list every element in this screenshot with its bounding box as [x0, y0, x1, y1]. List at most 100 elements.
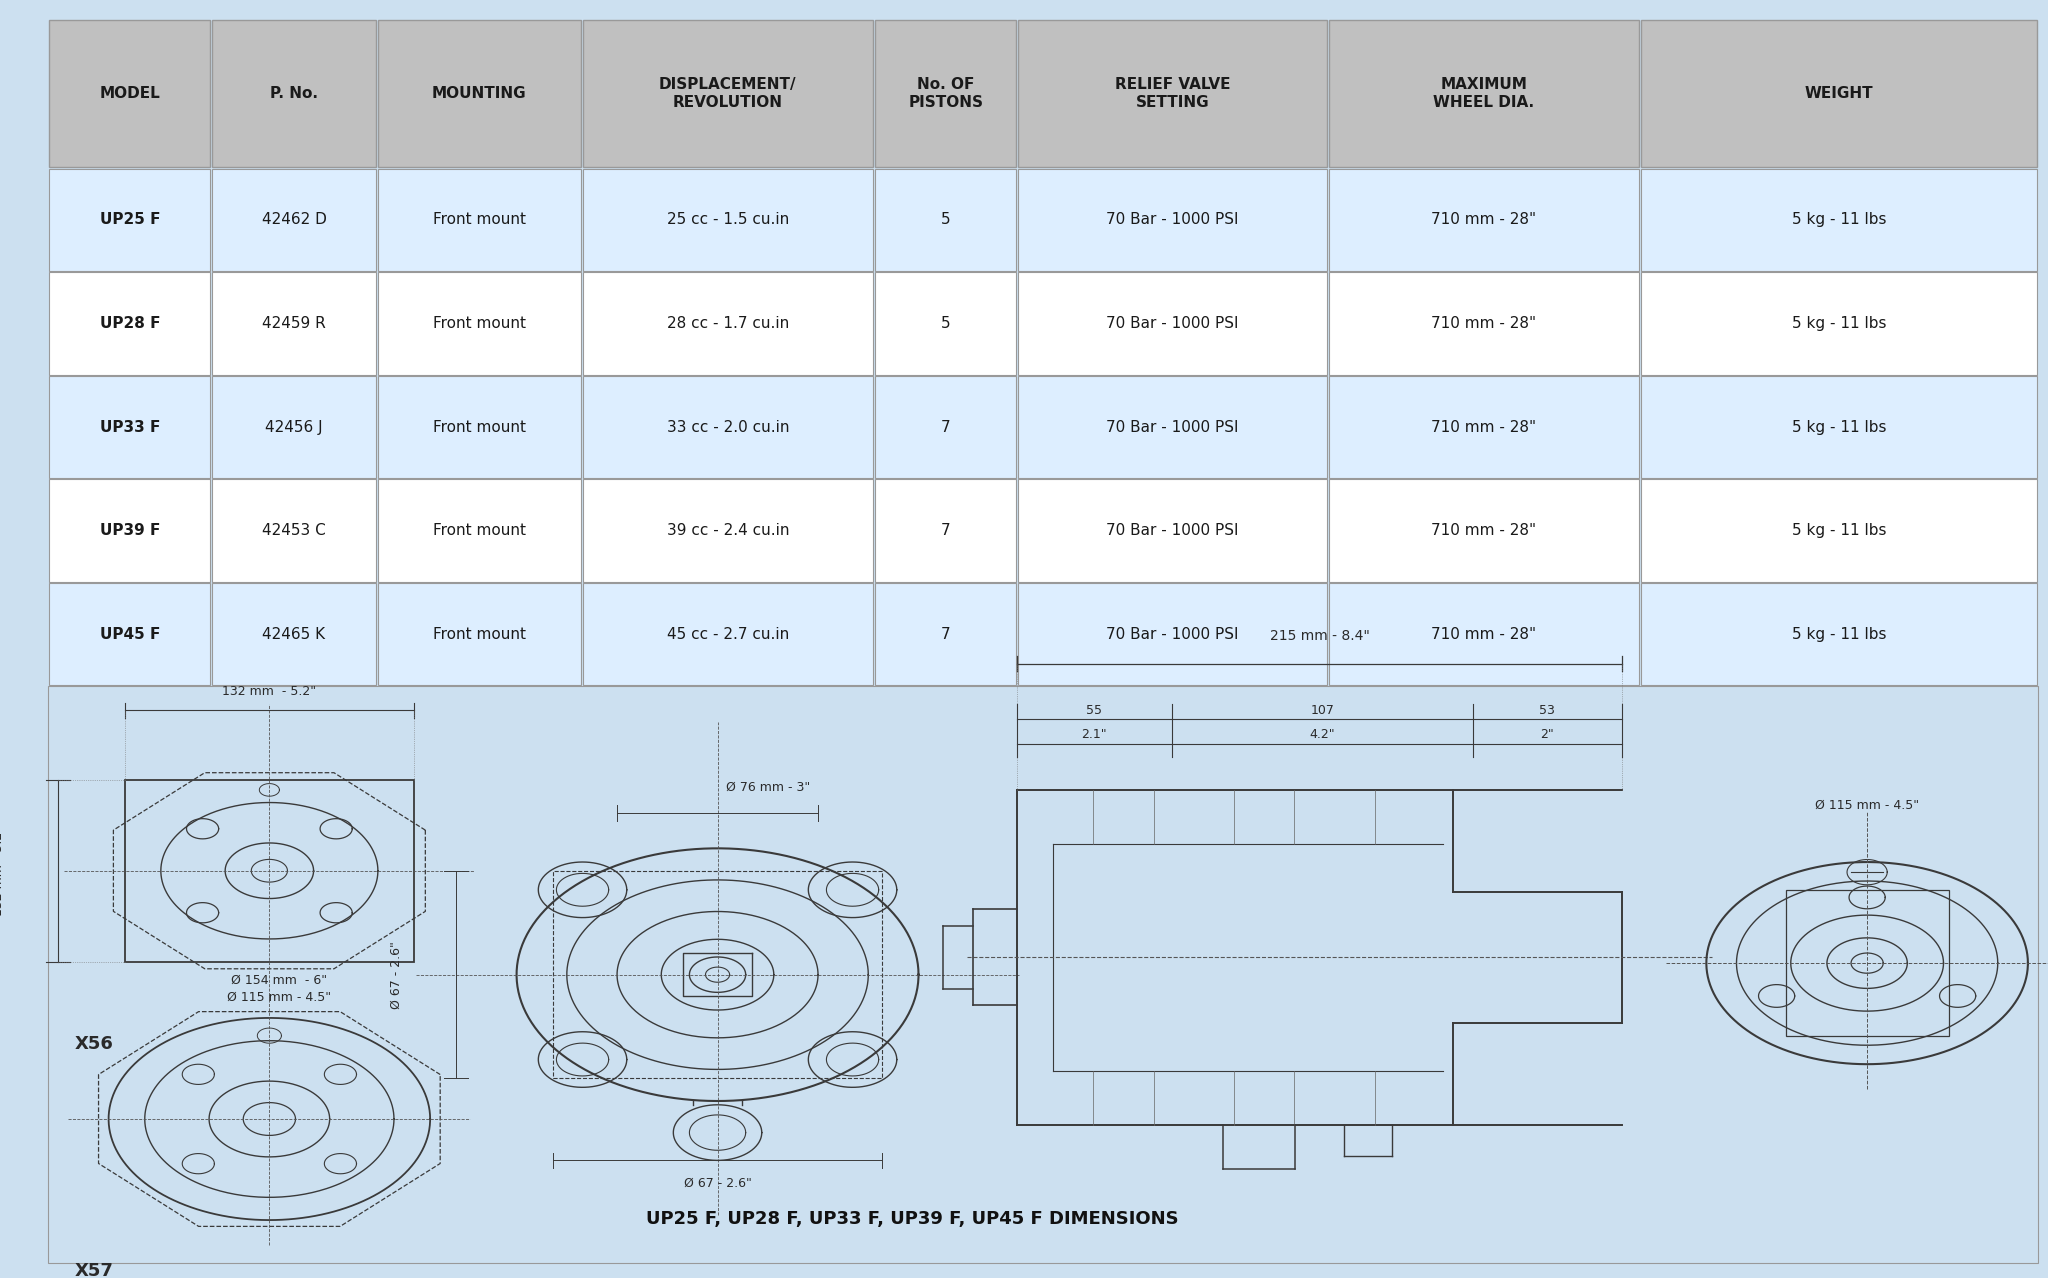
- Bar: [1329, 169, 1638, 271]
- Bar: [1018, 19, 1327, 167]
- Bar: [377, 169, 580, 271]
- Text: MOUNTING: MOUNTING: [432, 86, 526, 101]
- Bar: [49, 19, 211, 167]
- Bar: [1640, 19, 2038, 167]
- Text: 70 Bar - 1000 PSI: 70 Bar - 1000 PSI: [1106, 419, 1239, 435]
- Text: 7: 7: [940, 419, 950, 435]
- Bar: [1640, 479, 2038, 581]
- Text: 53: 53: [1540, 704, 1554, 717]
- Text: 215 mm - 8.4": 215 mm - 8.4": [1270, 629, 1370, 643]
- Text: Front mount: Front mount: [432, 316, 526, 331]
- Bar: [1018, 376, 1327, 478]
- Text: Ø 115 mm - 4.5": Ø 115 mm - 4.5": [227, 990, 332, 1003]
- Text: Front mount: Front mount: [432, 212, 526, 227]
- Bar: [582, 272, 872, 374]
- Bar: [213, 376, 375, 478]
- Text: Front mount: Front mount: [432, 419, 526, 435]
- Bar: [49, 686, 2038, 1264]
- Text: 5: 5: [940, 212, 950, 227]
- Bar: [213, 583, 375, 685]
- Bar: [377, 272, 580, 374]
- Bar: [1640, 169, 2038, 271]
- Text: Ø 67 - 2.6": Ø 67 - 2.6": [389, 941, 403, 1008]
- Text: UP28 F: UP28 F: [100, 316, 160, 331]
- Text: 5 kg - 11 lbs: 5 kg - 11 lbs: [1792, 523, 1886, 538]
- Text: RELIEF VALVE
SETTING: RELIEF VALVE SETTING: [1114, 77, 1231, 110]
- Bar: [874, 169, 1016, 271]
- Text: UP25 F: UP25 F: [100, 212, 160, 227]
- Text: 2": 2": [1540, 728, 1554, 741]
- Text: 39 cc - 2.4 cu.in: 39 cc - 2.4 cu.in: [666, 523, 788, 538]
- Bar: [213, 272, 375, 374]
- Bar: [874, 19, 1016, 167]
- Text: Ø 67 - 2.6": Ø 67 - 2.6": [684, 1177, 752, 1190]
- Bar: [1329, 479, 1638, 581]
- Text: 710 mm - 28": 710 mm - 28": [1432, 316, 1536, 331]
- Bar: [874, 376, 1016, 478]
- Text: 7: 7: [940, 626, 950, 642]
- Bar: [582, 169, 872, 271]
- Text: P. No.: P. No.: [270, 86, 317, 101]
- Bar: [1329, 583, 1638, 685]
- Bar: [213, 169, 375, 271]
- Text: X56: X56: [74, 1035, 113, 1053]
- Text: 5 kg - 11 lbs: 5 kg - 11 lbs: [1792, 419, 1886, 435]
- Text: UP45 F: UP45 F: [100, 626, 160, 642]
- Bar: [49, 479, 211, 581]
- Text: 70 Bar - 1000 PSI: 70 Bar - 1000 PSI: [1106, 316, 1239, 331]
- Text: 5 kg - 11 lbs: 5 kg - 11 lbs: [1792, 626, 1886, 642]
- Text: 5 kg - 11 lbs: 5 kg - 11 lbs: [1792, 316, 1886, 331]
- Bar: [1018, 479, 1327, 581]
- Text: UP39 F: UP39 F: [100, 523, 160, 538]
- Text: 70 Bar - 1000 PSI: 70 Bar - 1000 PSI: [1106, 523, 1239, 538]
- Text: 107: 107: [1311, 704, 1333, 717]
- Bar: [49, 376, 211, 478]
- Text: 710 mm - 28": 710 mm - 28": [1432, 212, 1536, 227]
- Text: Ø 76 mm - 3": Ø 76 mm - 3": [725, 781, 809, 794]
- Text: X57: X57: [74, 1261, 113, 1278]
- Text: 42456 J: 42456 J: [264, 419, 324, 435]
- Text: 42453 C: 42453 C: [262, 523, 326, 538]
- Bar: [1640, 376, 2038, 478]
- Text: 42465 K: 42465 K: [262, 626, 326, 642]
- Bar: [582, 19, 872, 167]
- Bar: [582, 376, 872, 478]
- Text: 55: 55: [1085, 704, 1102, 717]
- Text: Ø 115 mm - 4.5": Ø 115 mm - 4.5": [1815, 799, 1919, 812]
- Bar: [1786, 889, 1950, 1036]
- Bar: [1018, 583, 1327, 685]
- Text: 132 mm  - 5.2": 132 mm - 5.2": [223, 685, 317, 698]
- Text: 5 kg - 11 lbs: 5 kg - 11 lbs: [1792, 212, 1886, 227]
- Text: 5: 5: [940, 316, 950, 331]
- Bar: [213, 479, 375, 581]
- Bar: [377, 376, 580, 478]
- Text: 710 mm - 28": 710 mm - 28": [1432, 626, 1536, 642]
- Text: 33 cc - 2.0 cu.in: 33 cc - 2.0 cu.in: [666, 419, 788, 435]
- Text: 710 mm - 28": 710 mm - 28": [1432, 419, 1536, 435]
- Bar: [874, 583, 1016, 685]
- Text: UP33 F: UP33 F: [100, 419, 160, 435]
- Text: 2.1": 2.1": [1081, 728, 1108, 741]
- Text: 7: 7: [940, 523, 950, 538]
- Bar: [1018, 169, 1327, 271]
- Bar: [377, 583, 580, 685]
- Bar: [49, 583, 211, 685]
- Bar: [874, 479, 1016, 581]
- Text: 42462 D: 42462 D: [262, 212, 326, 227]
- Text: 42459 R: 42459 R: [262, 316, 326, 331]
- Bar: [125, 780, 414, 962]
- Bar: [1018, 272, 1327, 374]
- Text: MAXIMUM
WHEEL DIA.: MAXIMUM WHEEL DIA.: [1434, 77, 1534, 110]
- Text: 4.2": 4.2": [1309, 728, 1335, 741]
- Text: No. OF
PISTONS: No. OF PISTONS: [907, 77, 983, 110]
- Bar: [377, 479, 580, 581]
- Text: Front mount: Front mount: [432, 626, 526, 642]
- Text: Front mount: Front mount: [432, 523, 526, 538]
- Text: 132 mm - 5.2": 132 mm - 5.2": [0, 826, 4, 916]
- Text: UP25 F, UP28 F, UP33 F, UP39 F, UP45 F DIMENSIONS: UP25 F, UP28 F, UP33 F, UP39 F, UP45 F D…: [647, 1210, 1180, 1228]
- Bar: [213, 19, 375, 167]
- Bar: [1640, 583, 2038, 685]
- Text: 710 mm - 28": 710 mm - 28": [1432, 523, 1536, 538]
- Bar: [1329, 272, 1638, 374]
- Text: 70 Bar - 1000 PSI: 70 Bar - 1000 PSI: [1106, 212, 1239, 227]
